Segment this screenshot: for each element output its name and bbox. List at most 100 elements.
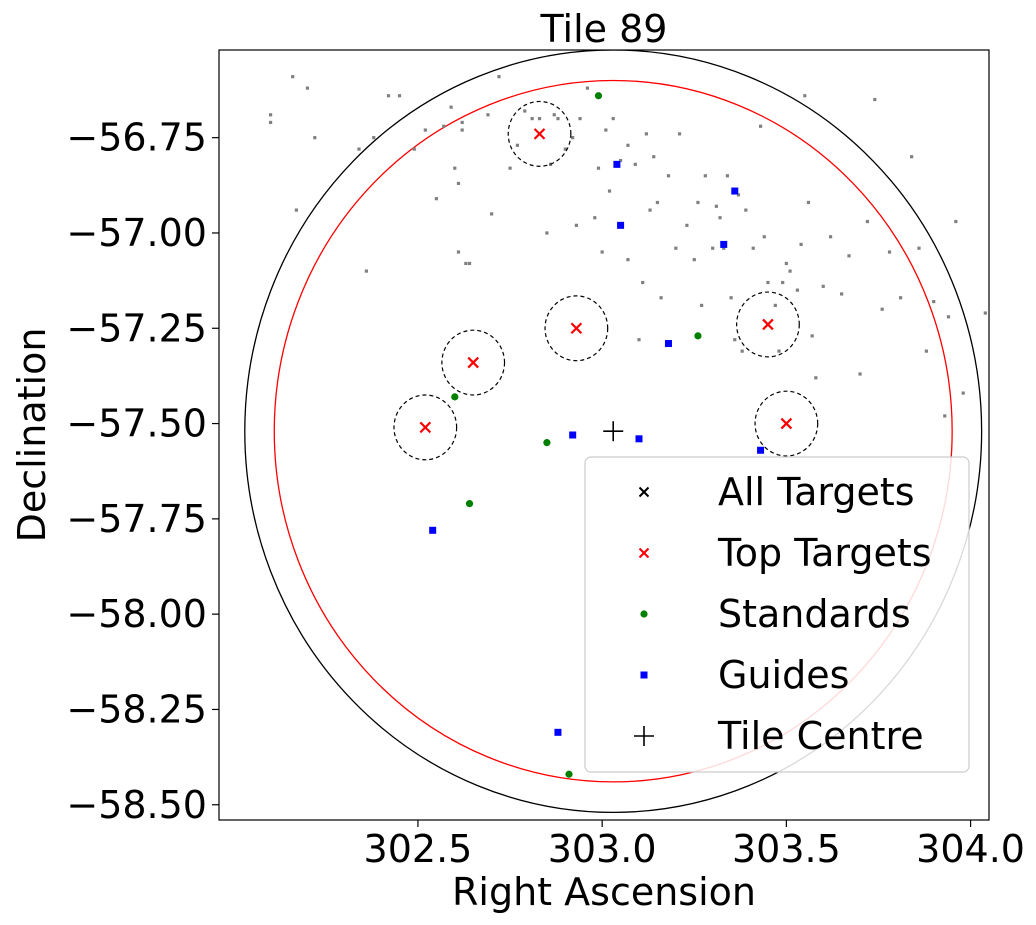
all-target-point: [464, 261, 468, 266]
all-target-point: [397, 94, 402, 98]
all-target-point: [924, 349, 928, 353]
all-target-point: [799, 242, 803, 247]
all-target-point: [291, 75, 295, 79]
guide-point: [757, 446, 765, 454]
legend: All Targets Top Targets Standards Guides Til…: [584, 456, 970, 773]
all-target-point: [545, 231, 549, 235]
top-target-point: [419, 421, 432, 434]
standard-point: [543, 439, 551, 447]
all-target-point: [784, 261, 788, 266]
guide-point: [635, 435, 643, 443]
all-target-point: [696, 200, 700, 205]
all-target-point: [777, 349, 781, 353]
guide-point: [617, 221, 625, 229]
legend-marker-x: [638, 547, 650, 559]
y-tick-label: −58.25: [66, 687, 207, 731]
legend-entry: Tile Centre: [634, 714, 924, 758]
all-target-point: [523, 109, 527, 113]
all-target-point: [600, 250, 604, 254]
y-tick-label: −56.75: [66, 116, 207, 160]
standard-point: [465, 500, 474, 508]
all-target-point: [449, 105, 453, 109]
legend-label: Standards: [718, 592, 911, 636]
all-target-point: [486, 113, 490, 117]
legend-label: Tile Centre: [717, 714, 924, 758]
all-target-point: [700, 303, 704, 307]
all-target-point: [840, 292, 844, 296]
guide-point: [569, 431, 577, 439]
all-target-point: [607, 189, 612, 193]
all-target-point: [648, 208, 652, 212]
legend-marker-circle: [640, 610, 648, 618]
all-target-point: [626, 143, 630, 147]
all-target-point: [574, 223, 578, 227]
tile-centre-marker: [603, 421, 624, 442]
all-target-point: [932, 299, 936, 304]
legend-marker-plus: [634, 726, 654, 746]
all-target-point: [766, 280, 770, 285]
all-target-point: [762, 235, 766, 239]
all-target-point: [733, 338, 737, 342]
all-target-point: [887, 250, 892, 254]
all-target-point: [442, 124, 446, 128]
y-tick-label: −58.50: [66, 783, 207, 827]
all-target-point: [456, 250, 461, 254]
all-target-point: [954, 219, 958, 224]
all-target-point: [751, 246, 755, 250]
y-tick-label: −58.00: [66, 592, 207, 636]
all-target-point: [633, 162, 637, 166]
top-target-point: [533, 128, 546, 140]
all-target-point: [983, 311, 987, 315]
y-tick-label: −57.75: [66, 497, 207, 541]
all-target-point: [910, 155, 914, 159]
all-target-point: [714, 204, 718, 208]
top-target-point: [570, 322, 583, 335]
all-target-point: [865, 219, 870, 224]
all-target-point: [718, 216, 722, 220]
all-target-point: [530, 117, 534, 121]
all-target-point: [644, 132, 648, 136]
all-target-point: [703, 174, 707, 178]
all-target-point: [626, 258, 630, 262]
tile-inner-circle: [273, 79, 953, 783]
all-target-point: [515, 143, 520, 147]
guide-point: [554, 728, 562, 736]
chart-title: Tile 89: [540, 7, 668, 51]
x-axis-label: Right Ascension: [452, 870, 756, 914]
top-target-ring: [393, 394, 458, 461]
all-target-point: [578, 117, 582, 121]
all-target-point: [655, 200, 660, 205]
axis-ticks: 302.5 303.0 303.5 304.0 −56.75 −57.00 −57.25 −5…: [66, 116, 1025, 871]
legend-label: All Targets: [718, 470, 915, 514]
all-target-point: [898, 296, 903, 300]
standard-point: [694, 332, 702, 340]
all-target-point: [467, 261, 472, 266]
all-target-point: [847, 254, 851, 258]
legend-label: Guides: [718, 653, 849, 697]
legend-marker-x: [638, 486, 650, 498]
all-target-point: [497, 75, 501, 79]
standard-point: [594, 92, 603, 100]
all-target-point: [490, 212, 494, 216]
all-target-point: [685, 223, 689, 227]
all-target-point: [294, 208, 298, 212]
all-target-point: [946, 315, 951, 319]
all-target-point: [386, 94, 391, 98]
x-tick-label: 302.5: [364, 827, 473, 871]
all-target-point: [788, 269, 792, 273]
all-target-point: [268, 113, 273, 117]
all-target-point: [423, 128, 427, 132]
all-target-point: [666, 174, 671, 178]
tile-outer-circle: [244, 50, 983, 813]
all-target-point: [412, 147, 416, 151]
top-target-point: [467, 356, 479, 369]
y-axis-label: Declination: [10, 328, 54, 543]
all-target-point: [736, 193, 741, 197]
all-target-point: [711, 246, 715, 250]
all-target-point: [637, 338, 641, 342]
all-target-point: [434, 197, 438, 201]
all-target-point: [740, 349, 744, 353]
all-target-point: [460, 120, 464, 125]
all-target-point: [563, 147, 567, 151]
all-target-point: [453, 166, 457, 170]
